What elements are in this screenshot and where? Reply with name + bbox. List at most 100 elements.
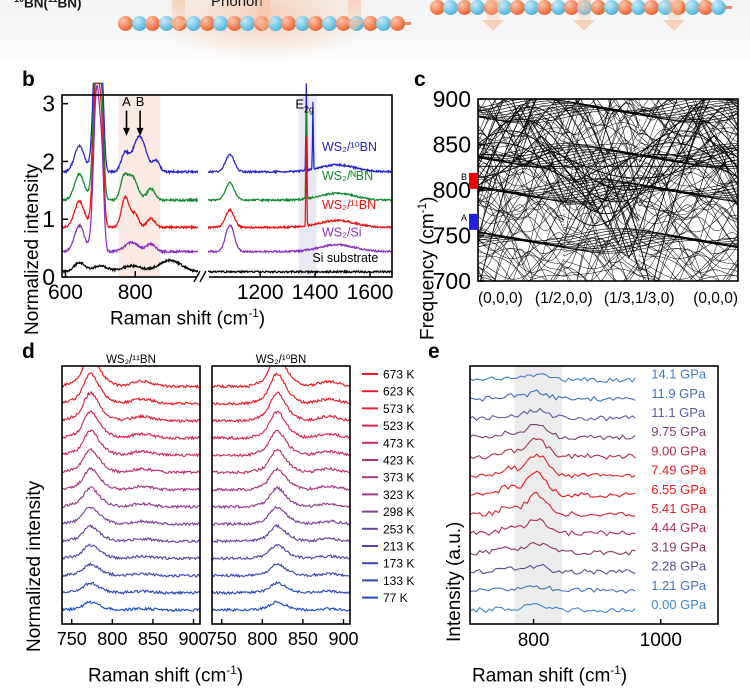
panel-c-marker-label: A <box>461 213 467 223</box>
panel-d-legend-label: 253 K <box>383 522 414 536</box>
panel-b-series-label: WS₂/Si <box>322 226 362 240</box>
boron-atom <box>199 16 215 31</box>
nitrogen-atom <box>186 16 201 31</box>
panel-d-plot: WS₂/¹¹BN 750 800 850 900 WS₂/¹⁰BN 750 800 850 900… <box>57 354 415 649</box>
nitrogen-atom <box>523 0 539 15</box>
panel-d-legend-label: 298 K <box>383 505 414 519</box>
panel-b-series-label: WS₂/ᴺBN <box>322 169 373 183</box>
svg-text:900: 900 <box>328 629 358 649</box>
panel-e-series-label: 1.21 GPa <box>651 578 707 593</box>
panel-d-legend-label: 423 K <box>383 454 414 468</box>
nitrogen-atom <box>240 16 256 31</box>
nitrogen-atom <box>684 0 700 15</box>
panel-letter-b: b <box>22 68 35 91</box>
panel-e-series-label: 9.75 GPa <box>651 424 707 439</box>
nitrogen-atom <box>376 16 392 31</box>
panel-b-series-label: Si substrate <box>312 251 378 265</box>
panel-b-ylabel: Normalized intensity <box>22 163 43 335</box>
panel-e-series-label: 9.00 GPa <box>651 443 707 458</box>
panel-e-series-label: 0.00 GPa <box>651 597 707 612</box>
nitrogen-atom <box>213 16 229 31</box>
panel-e-series-label: 2.28 GPa <box>651 559 707 574</box>
panel-d-legend-label: 77 K <box>383 591 408 605</box>
svg-text:(0,0,0): (0,0,0) <box>478 290 523 307</box>
panel-e-series-label: 14.1 GPa <box>651 367 707 382</box>
svg-text:(1/3,1/3,0): (1/3,1/3,0) <box>604 290 675 307</box>
nitrogen-atom <box>470 0 486 15</box>
panel-c-marker-label: B <box>461 172 467 182</box>
isotope-label: 10BN(11BN) <box>14 0 82 11</box>
svg-text:700: 700 <box>433 268 471 294</box>
panel-d-legend-label: 173 K <box>383 557 414 571</box>
svg-text:B: B <box>136 94 145 109</box>
phonon-arrow <box>663 0 685 31</box>
nitrogen-atom <box>604 0 620 15</box>
nitrogen-atom <box>443 0 459 15</box>
nitrogen-atom <box>322 16 337 31</box>
svg-text:800: 800 <box>118 281 153 304</box>
atom-chain-right <box>430 0 732 22</box>
phonon-arrow <box>252 0 274 31</box>
svg-text:1000: 1000 <box>640 630 682 651</box>
svg-text:900: 900 <box>433 86 471 112</box>
boron-atom <box>617 0 633 15</box>
panel-b-series-label: WS₂/¹¹BN <box>322 198 376 212</box>
boron-atom <box>362 16 378 31</box>
panel-d-subtitle: WS₂/¹¹BN <box>106 354 156 366</box>
phonon-schematic: 10BN(11BN) Phonon <box>0 0 750 62</box>
svg-text:800: 800 <box>247 629 277 649</box>
nitrogen-atom <box>550 0 566 15</box>
svg-text:3: 3 <box>42 91 55 117</box>
boron-atom <box>390 16 405 31</box>
panel-d-legend-label: 523 K <box>383 419 414 433</box>
panel-letter-e: e <box>428 340 440 363</box>
panel-e-series-label: 6.55 GPa <box>651 482 707 497</box>
phonon-label: Phonon <box>211 0 263 10</box>
panel-d-legend-label: 133 K <box>383 574 414 588</box>
svg-text:850: 850 <box>288 629 318 649</box>
boron-atom <box>226 16 242 31</box>
boron-atom <box>281 16 297 31</box>
nitrogen-atom <box>294 16 310 31</box>
panel-letter-d: d <box>22 340 35 363</box>
boron-atom <box>698 0 713 15</box>
svg-text:1400: 1400 <box>292 281 339 304</box>
panel-e-series-label: 11.9 GPa <box>651 386 706 401</box>
panel-b: Normalized intensity 600 800 1200 1400 1600 0… <box>0 82 400 335</box>
phonon-arrow <box>343 0 365 31</box>
svg-text:900: 900 <box>178 629 208 649</box>
panel-d-legend-label: 623 K <box>383 385 414 399</box>
panel-letter-c: c <box>414 68 426 91</box>
nitrogen-atom <box>631 0 646 15</box>
nitrogen-atom <box>131 16 147 31</box>
panel-e-plot: 14.1 GPa 11.9 GPa 11.1 GPa 9.75 GPa 9.00 GPa… <box>469 365 719 651</box>
panel-e-xlabel: Raman shift (cm-1) <box>472 664 628 687</box>
panel-d-legend-label: 373 K <box>383 471 414 485</box>
svg-text:850: 850 <box>138 629 168 649</box>
panel-d-legend-label: 573 K <box>383 402 414 416</box>
svg-text:800: 800 <box>97 629 127 649</box>
boron-atom <box>564 0 579 15</box>
panel-d-legend-label: 473 K <box>383 436 414 450</box>
boron-atom <box>537 0 553 15</box>
boron-atom <box>430 0 445 15</box>
svg-text:1600: 1600 <box>347 281 394 304</box>
panel-b-series-label: WS₂/¹⁰BN <box>322 140 377 154</box>
svg-text:800: 800 <box>518 630 550 651</box>
panel-c: Frequency (cm-1) 700 750 800 850 900 B A (0,0,0… <box>400 85 750 340</box>
svg-text:850: 850 <box>433 132 471 158</box>
boron-atom <box>118 16 133 31</box>
panel-e-series-label: 3.19 GPa <box>651 539 707 554</box>
panel-c-ylabel: Frequency (cm-1) <box>416 196 439 341</box>
panel-d-subtitle: WS₂/¹⁰BN <box>256 354 307 366</box>
boron-atom <box>308 16 324 31</box>
panel-e-series-label: 7.49 GPa <box>651 463 707 478</box>
svg-text:2: 2 <box>42 148 55 174</box>
panel-b-xlabel: Raman shift (cm-1) <box>110 307 266 330</box>
svg-text:600: 600 <box>48 281 83 304</box>
phonon-arrow <box>167 0 189 31</box>
svg-text:750: 750 <box>207 629 237 649</box>
panel-d-legend-label: 323 K <box>383 488 414 502</box>
svg-text:(0,0,0): (0,0,0) <box>693 290 738 307</box>
svg-text:0: 0 <box>42 264 55 290</box>
